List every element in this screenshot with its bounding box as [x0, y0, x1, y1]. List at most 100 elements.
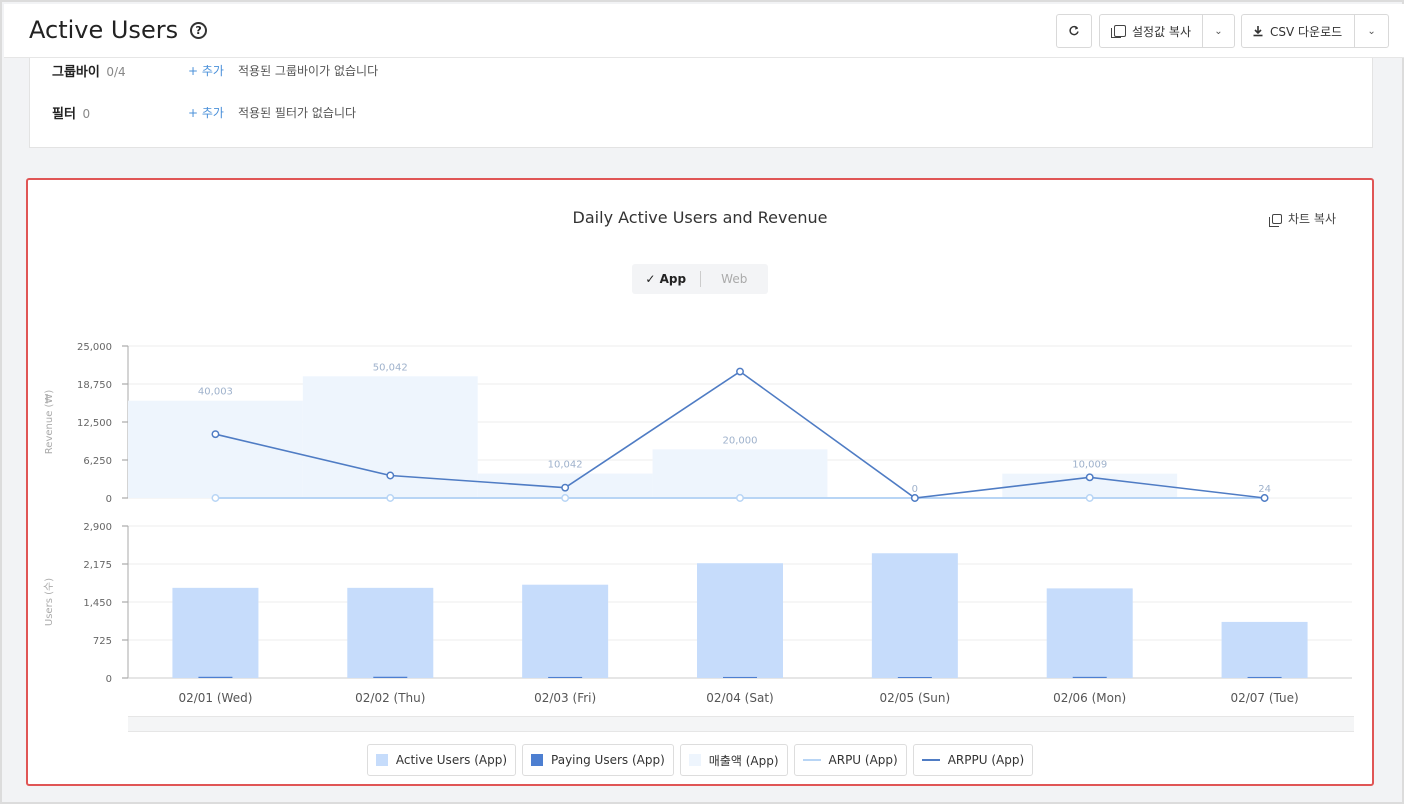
y-tick-label: 2,175	[83, 560, 112, 571]
arpu-point	[386, 494, 395, 502]
legend-label: Paying Users (App)	[551, 753, 665, 767]
filter-label: 필터 0	[52, 107, 91, 122]
x-tick-label: 02/01 (Wed)	[178, 691, 252, 705]
revenue-data-label: 50,042	[373, 362, 408, 373]
active-users-bar	[1046, 588, 1133, 678]
refresh-icon	[1069, 25, 1079, 36]
active-users-bar	[1221, 621, 1308, 678]
chevron-down-icon: ⌄	[1367, 25, 1376, 37]
revenue-data-label: 0	[912, 484, 918, 495]
y-tick-label: 18,750	[77, 380, 112, 391]
chart-copy-button[interactable]: 차트 복사	[1269, 210, 1336, 227]
legend-label: Active Users (App)	[395, 753, 508, 767]
legend-revenue[interactable]: 매출액 (App)	[679, 744, 788, 776]
y-tick-label: 12,500	[77, 418, 112, 429]
paying-users-bar	[723, 676, 757, 678]
chart-scrollbar[interactable]	[128, 716, 1354, 732]
page-header: Active Users ? 설정값 복사 ⌄	[4, 4, 1404, 58]
active-users-bar	[347, 587, 434, 678]
groupby-count: 0/4	[106, 65, 126, 79]
arppu-point	[561, 483, 570, 492]
groupby-empty-message: 적용된 그룹바이가 없습니다	[238, 64, 379, 78]
arppu-point	[1260, 494, 1269, 502]
paying-users-bar	[897, 677, 932, 678]
legend-label: ARPU (App)	[828, 753, 898, 767]
toggle-web[interactable]: Web	[721, 272, 748, 286]
revenue-data-label: 40,003	[198, 387, 233, 398]
copy-settings-label: 설정값 복사	[1132, 24, 1192, 39]
active-users-bar	[522, 584, 609, 678]
revenue-data-label: 20,000	[723, 435, 758, 446]
arpu-point	[561, 494, 570, 502]
legend-swatch	[921, 759, 940, 761]
x-tick-label: 02/03 (Fri)	[534, 691, 596, 705]
x-tick-label: 02/06 (Mon)	[1053, 691, 1126, 705]
filter-add-button[interactable]: + 추가	[188, 106, 224, 120]
revenue-data-label: 10,009	[1072, 460, 1107, 471]
copy-settings-button[interactable]: 설정값 복사	[1100, 15, 1202, 47]
active-users-bar	[871, 553, 958, 678]
y-tick-label: 1,450	[83, 598, 112, 609]
refresh-button[interactable]	[1056, 14, 1092, 48]
legend-arpu[interactable]: ARPU (App)	[793, 744, 907, 776]
chart-title: Daily Active Users and Revenue	[572, 208, 828, 227]
legend-paying-users[interactable]: Paying Users (App)	[522, 744, 674, 776]
legend-swatch	[375, 754, 388, 766]
paying-users-bar	[1072, 676, 1107, 678]
arppu-point	[910, 494, 919, 502]
filter-panel: 그룹바이 0/4 + 추가 적용된 그룹바이가 없습니다 필터 0 + 추가 적…	[29, 58, 1373, 148]
y-axis-title-users: Users (수)	[43, 578, 55, 626]
active-users-bar	[172, 587, 259, 678]
y-tick-label: 0	[106, 674, 112, 685]
revenue-data-label: 24	[1258, 484, 1271, 495]
paying-users-bar	[1247, 676, 1282, 678]
copy-icon	[1269, 213, 1283, 227]
y-tick-label: 725	[93, 636, 112, 647]
revenue-bar	[652, 449, 828, 498]
legend-arppu[interactable]: ARPPU (App)	[912, 744, 1034, 776]
copy-icon	[1111, 25, 1126, 38]
active-users-bar	[697, 563, 783, 678]
csv-download-dropdown[interactable]: ⌄	[1354, 15, 1388, 47]
csv-download-label: CSV 다운로드	[1270, 24, 1343, 39]
x-tick-label: 02/02 (Thu)	[355, 691, 425, 705]
legend-label: ARPPU (App)	[947, 753, 1025, 767]
revenue-bar	[128, 400, 303, 498]
combo-chart: 25,000 18,750 12,500 6,250 0 2,900 2,175 1,450 7…	[43, 342, 1352, 705]
toggle-divider	[699, 271, 701, 287]
page-title-text: Active Users	[29, 16, 179, 44]
paying-users-bar	[373, 676, 408, 678]
legend-swatch	[802, 759, 821, 761]
toggle-app[interactable]: ✓ App	[645, 272, 687, 286]
y-tick-label: 2,900	[83, 522, 112, 533]
groupby-add-button[interactable]: + 추가	[188, 64, 224, 78]
filter-row: 필터 0 + 추가 적용된 필터가 없습니다	[52, 103, 356, 122]
chart-legend: Active Users (App) Paying Users (App) 매출액 …	[28, 744, 1372, 776]
paying-users-bar	[548, 676, 583, 678]
y-axis-title-revenue: Revenue (₩)	[44, 390, 55, 455]
x-tick-label: 02/05 (Sun)	[880, 691, 951, 705]
revenue-data-label: 10,042	[548, 460, 583, 471]
filter-empty-message: 적용된 필터가 없습니다	[238, 106, 357, 120]
x-tick-label: 02/04 (Sat)	[706, 691, 773, 705]
chart-copy-label: 차트 복사	[1288, 212, 1336, 226]
platform-toggle: ✓ App Web	[632, 264, 768, 294]
groupby-row: 그룹바이 0/4 + 추가 적용된 그룹바이가 없습니다	[52, 61, 378, 80]
copy-settings-button-group: 설정값 복사 ⌄	[1099, 14, 1235, 48]
csv-download-button[interactable]: CSV 다운로드	[1242, 15, 1354, 47]
chevron-down-icon: ⌄	[1214, 25, 1223, 37]
paying-users-bar	[198, 676, 233, 678]
filter-count: 0	[82, 107, 91, 121]
legend-swatch	[531, 754, 544, 766]
arppu-point	[1085, 473, 1094, 482]
legend-swatch	[688, 754, 701, 766]
help-icon[interactable]: ?	[190, 21, 208, 39]
arpu-point	[1085, 494, 1094, 502]
arpu-point	[211, 494, 220, 502]
copy-settings-dropdown[interactable]: ⌄	[1202, 15, 1234, 47]
y-tick-label: 0	[106, 494, 112, 505]
legend-active-users[interactable]: Active Users (App)	[366, 744, 517, 776]
arppu-point	[211, 430, 220, 439]
groupby-label: 그룹바이 0/4	[52, 65, 126, 80]
x-tick-label: 02/07 (Tue)	[1230, 691, 1298, 705]
